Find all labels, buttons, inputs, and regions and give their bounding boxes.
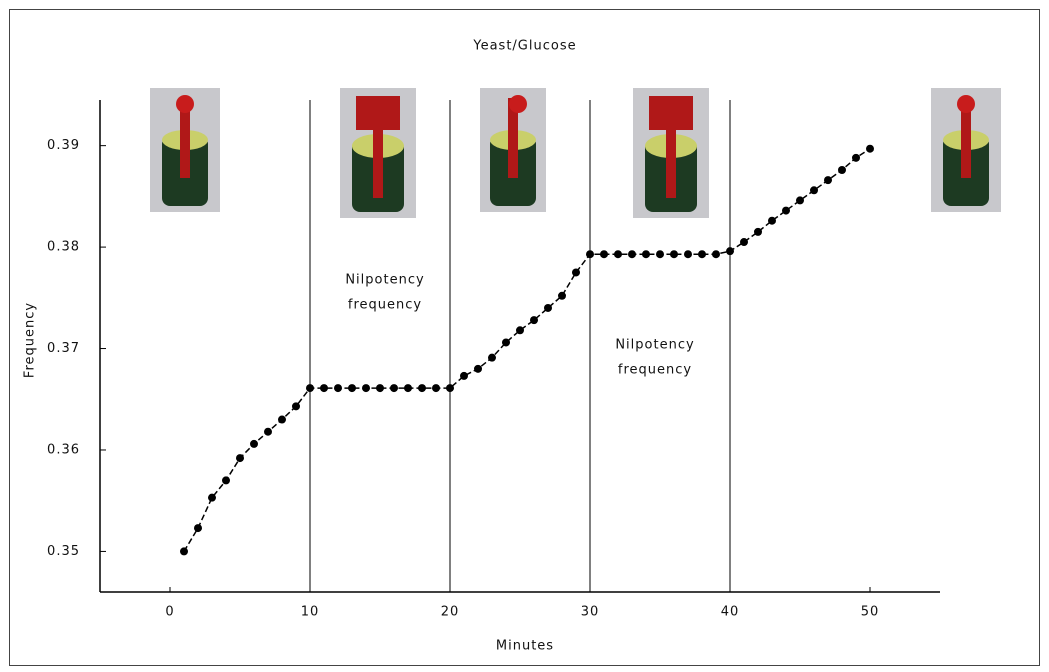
x-tick-label: 50 xyxy=(861,605,880,620)
data-point xyxy=(222,476,230,484)
beaker-picture xyxy=(931,88,1001,212)
data-point xyxy=(334,384,342,392)
data-point xyxy=(502,338,510,346)
data-point xyxy=(362,384,370,392)
data-point xyxy=(684,250,692,258)
data-point xyxy=(810,186,818,194)
data-point xyxy=(194,524,202,532)
data-point xyxy=(754,228,762,236)
annotation: frequency xyxy=(618,363,692,378)
y-tick-label: 0.37 xyxy=(47,341,80,356)
data-point xyxy=(320,384,328,392)
y-axis-label: Frequency xyxy=(23,302,38,378)
data-point xyxy=(404,384,412,392)
x-axis-label: Minutes xyxy=(496,639,554,654)
data-point xyxy=(264,428,272,436)
data-point xyxy=(572,268,580,276)
data-point xyxy=(250,440,258,448)
y-tick-label: 0.39 xyxy=(47,138,80,153)
data-point xyxy=(768,217,776,225)
data-point xyxy=(600,250,608,258)
data-point xyxy=(292,402,300,410)
data-point xyxy=(838,166,846,174)
annotation: Nilpotency xyxy=(345,273,424,288)
data-point xyxy=(740,238,748,246)
data-point xyxy=(628,250,636,258)
data-point xyxy=(348,384,356,392)
x-tick-label: 40 xyxy=(721,605,740,620)
data-point xyxy=(446,384,454,392)
data-point xyxy=(516,326,524,334)
annotation: Nilpotency xyxy=(615,338,694,353)
data-point xyxy=(670,250,678,258)
data-point xyxy=(460,372,468,380)
beaker-picture xyxy=(480,88,546,212)
data-point xyxy=(418,384,426,392)
data-point xyxy=(208,494,216,502)
data-point xyxy=(488,354,496,362)
data-point xyxy=(306,384,314,392)
y-tick-label: 0.38 xyxy=(47,240,80,255)
x-tick-label: 30 xyxy=(581,605,600,620)
data-point xyxy=(376,384,384,392)
data-point xyxy=(390,384,398,392)
data-point xyxy=(852,154,860,162)
chart-title: Yeast/Glucose xyxy=(472,39,576,54)
y-tick-label: 0.36 xyxy=(47,442,80,457)
data-point xyxy=(698,250,706,258)
data-point xyxy=(278,416,286,424)
y-tick-label: 0.35 xyxy=(47,544,80,559)
data-point xyxy=(726,247,734,255)
data-point xyxy=(796,196,804,204)
data-point xyxy=(866,145,874,153)
data-point xyxy=(614,250,622,258)
data-point xyxy=(656,250,664,258)
data-point xyxy=(558,292,566,300)
annotation: frequency xyxy=(348,298,422,313)
beaker-picture xyxy=(633,88,709,218)
data-point xyxy=(474,365,482,373)
x-tick-label: 10 xyxy=(301,605,320,620)
x-tick-label: 20 xyxy=(441,605,460,620)
data-point xyxy=(586,250,594,258)
data-point xyxy=(642,250,650,258)
data-point xyxy=(530,316,538,324)
x-tick-label: 0 xyxy=(165,605,174,620)
data-point xyxy=(824,176,832,184)
beaker-picture xyxy=(340,88,416,218)
data-point xyxy=(782,207,790,215)
data-point xyxy=(544,304,552,312)
chart: Yeast/Glucose Minutes Frequency 0.35 0.36… xyxy=(0,0,1049,672)
data-point xyxy=(712,250,720,258)
data-point xyxy=(180,547,188,555)
beaker-picture xyxy=(150,88,220,212)
data-point xyxy=(432,384,440,392)
data-point xyxy=(236,454,244,462)
